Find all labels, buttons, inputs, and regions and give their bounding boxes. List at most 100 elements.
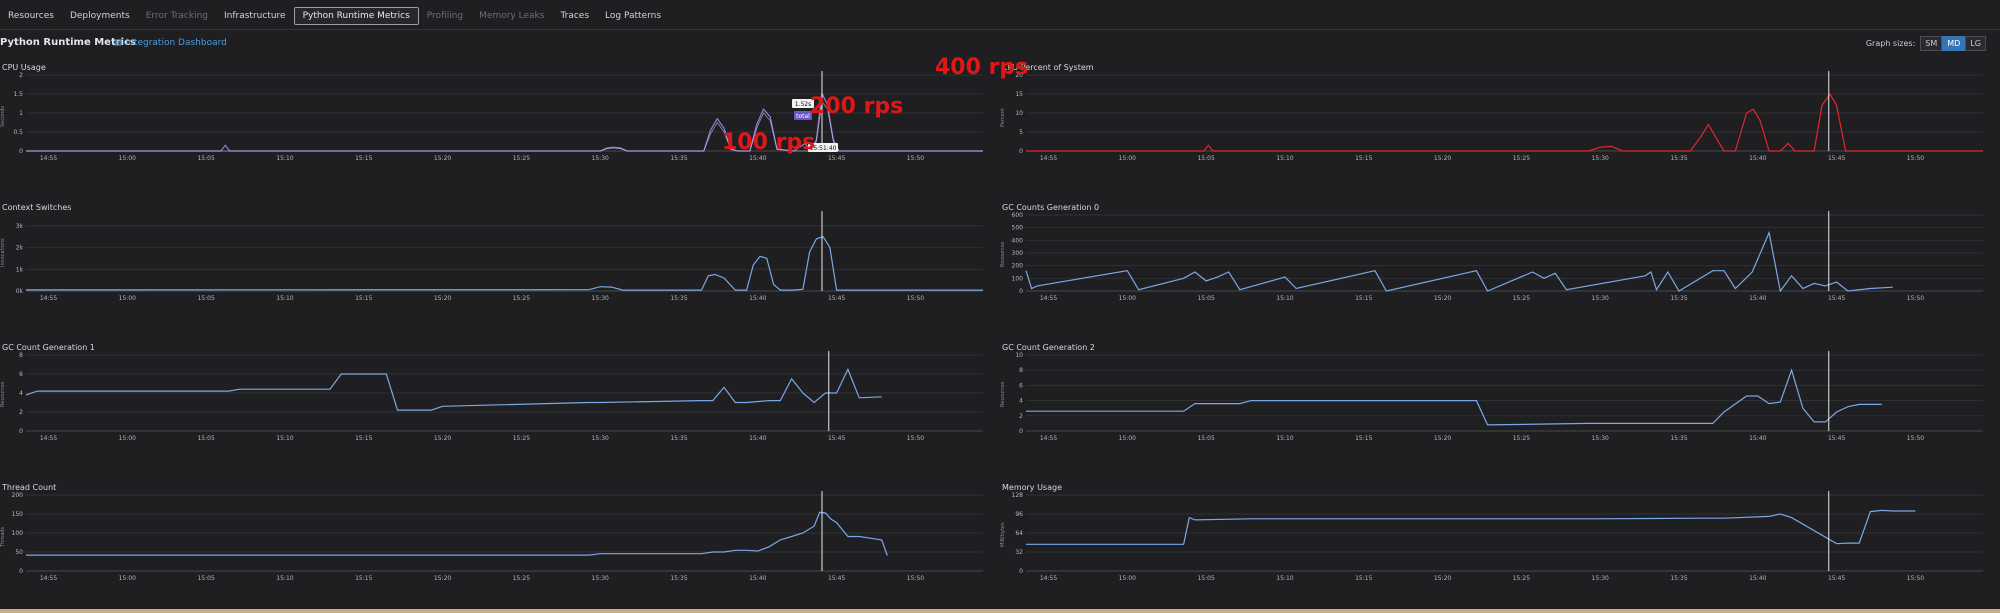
series-line-threads-0	[26, 511, 888, 556]
size-md-button[interactable]: MD	[1942, 36, 1966, 51]
x-tick-label: 15:45	[1828, 575, 1845, 582]
chart-title: GC Counts Generation 0	[1002, 203, 1100, 212]
tab-error-tracking: Error Tracking	[145, 11, 208, 21]
x-tick-label: 15:20	[434, 155, 451, 162]
tab-python-runtime-metrics[interactable]: Python Runtime Metrics	[293, 7, 419, 25]
x-tick-label: 15:50	[1907, 435, 1924, 442]
tab-traces[interactable]: Traces	[560, 11, 590, 21]
chart-panel-cpu: CPU Usage Seconds 0 0.5 1 1.5 2 14:55 15:00 15:05…	[0, 63, 985, 171]
size-lg-button[interactable]: LG	[1965, 36, 1986, 51]
x-tick-label: 15:30	[592, 575, 609, 582]
chart-panel-mem: Memory Usage MiB/bytes 0 32 64 96 128 14:55 15:0…	[1000, 483, 1985, 591]
x-tick-label: 15:50	[907, 575, 924, 582]
x-tick-label: 15:05	[197, 435, 214, 442]
x-tick-label: 15:05	[197, 295, 214, 302]
y-tick-label: 1k	[16, 266, 24, 273]
y-tick-label: 15	[1015, 91, 1023, 98]
y-tick-label: 4	[1019, 398, 1023, 405]
x-tick-label: 15:05	[1197, 295, 1214, 302]
x-tick-label: 14:55	[40, 295, 57, 302]
graph-size-selector: Graph sizes: SM MD LG	[1866, 36, 1986, 51]
x-tick-label: 15:35	[670, 435, 687, 442]
annotation-400rps: 400 rps	[935, 55, 1029, 80]
y-tick-label: 6	[1019, 382, 1023, 389]
x-tick-label: 15:10	[276, 435, 293, 442]
y-tick-label: 1	[19, 110, 23, 117]
chart-svg-mem[interactable]: 0 32 64 96 128 14:55 15:00 15:05 15:10 15:15 15:20…	[1000, 491, 1985, 582]
chart-svg-gc1[interactable]: 0 2 4 6 8 14:55 15:00 15:05 15:10 15:15 15:20 15:25…	[0, 351, 985, 442]
x-tick-label: 15:50	[1907, 575, 1924, 582]
y-tick-label: 8	[1019, 367, 1023, 374]
x-tick-label: 15:35	[1670, 435, 1687, 442]
x-tick-label: 15:30	[592, 155, 609, 162]
y-tick-label: 10	[1015, 352, 1023, 359]
y-tick-label: 0	[1019, 288, 1023, 295]
chart-svg-cpu[interactable]: 0 0.5 1 1.5 2 14:55 15:00 15:05 15:10 15:15 15:20 1…	[0, 71, 985, 162]
x-tick-label: 15:15	[355, 295, 372, 302]
x-tick-label: 15:05	[197, 575, 214, 582]
y-tick-label: 2	[19, 72, 23, 79]
x-tick-label: 15:10	[1276, 575, 1293, 582]
x-tick-label: 15:00	[119, 435, 136, 442]
integration-dashboard-link[interactable]: ▤ Integration Dashboard	[114, 38, 227, 48]
x-tick-label: 15:20	[1434, 295, 1451, 302]
x-tick-label: 15:15	[355, 435, 372, 442]
chart-panel-gc2: GC Count Generation 2 Resources 0 2 4 6 8 10 14:…	[1000, 343, 1985, 451]
x-tick-label: 15:10	[1276, 435, 1293, 442]
x-tick-label: 15:20	[1434, 155, 1451, 162]
x-tick-label: 15:05	[197, 155, 214, 162]
chart-svg-gc0[interactable]: 0 100 200 300 400 500 600 14:55 15:00 15:05 15:10 1…	[1000, 211, 1985, 302]
y-tick-label: 300	[1012, 250, 1024, 257]
size-sm-button[interactable]: SM	[1920, 36, 1943, 51]
x-tick-label: 15:20	[1434, 435, 1451, 442]
graph-sizes-label: Graph sizes:	[1865, 39, 1916, 48]
chart-svg-gc2[interactable]: 0 2 4 6 8 10 14:55 15:00 15:05 15:10 15:15 15:20 15:…	[1000, 351, 1985, 442]
chart-svg-ctx[interactable]: 0k 1k 2k 3k 14:55 15:00 15:05 15:10 15:15 15:20 15…	[0, 211, 985, 302]
page-title: Python Runtime Metrics	[0, 37, 136, 48]
tab-memory-leaks: Memory Leaks	[479, 11, 545, 21]
x-tick-label: 14:55	[1040, 295, 1057, 302]
x-tick-label: 15:00	[1119, 295, 1136, 302]
x-tick-label: 15:15	[1355, 155, 1372, 162]
series-line-gc1-0	[25, 367, 882, 411]
chart-svg-cpupct[interactable]: 0 5 10 15 20 14:55 15:00 15:05 15:10 15:15 15:20 15…	[1000, 71, 1985, 162]
chart-title: GC Count Generation 2	[1002, 343, 1095, 352]
x-tick-label: 15:35	[670, 155, 687, 162]
tab-deployments[interactable]: Deployments	[69, 11, 130, 21]
x-tick-label: 15:00	[1119, 435, 1136, 442]
window-bottom-edge	[0, 609, 2000, 613]
x-tick-label: 15:30	[592, 295, 609, 302]
y-tick-label: 500	[1012, 225, 1024, 232]
x-tick-label: 15:45	[1828, 295, 1845, 302]
x-tick-label: 15:30	[1592, 155, 1609, 162]
y-tick-label: 0k	[16, 288, 24, 295]
y-tick-label: 3k	[16, 223, 24, 230]
chart-panel-threads: Thread Count Threads 0 50 100 150 200 14:55 15:0…	[0, 483, 985, 591]
tab-resources[interactable]: Resources	[8, 11, 54, 21]
x-tick-label: 15:15	[1355, 575, 1372, 582]
x-tick-label: 15:45	[828, 435, 845, 442]
tab-log-patterns[interactable]: Log Patterns	[605, 11, 662, 21]
x-tick-label: 15:05	[1197, 435, 1214, 442]
x-tick-label: 15:40	[749, 575, 766, 582]
tooltip-series-box	[793, 111, 812, 120]
annotation-100rps: 100 rps	[722, 130, 816, 155]
chart-panel-cpupct: CPU Percent of System Percent 0 5 10 15 20 14:5…	[1000, 63, 1985, 171]
x-tick-label: 14:55	[1040, 155, 1057, 162]
y-tick-label: 0	[1019, 428, 1023, 435]
y-tick-label: 1.5	[13, 91, 23, 98]
x-tick-label: 15:50	[1907, 295, 1924, 302]
x-tick-label: 15:25	[513, 295, 530, 302]
tab-infrastructure[interactable]: Infrastructure	[224, 11, 286, 21]
y-tick-label: 20	[1015, 72, 1023, 79]
x-tick-label: 15:35	[670, 295, 687, 302]
chart-title: Memory Usage	[1002, 483, 1063, 492]
x-tick-label: 15:25	[1513, 575, 1530, 582]
x-tick-label: 15:30	[1592, 575, 1609, 582]
x-tick-label: 14:55	[40, 155, 57, 162]
y-tick-label: 100	[1012, 275, 1024, 282]
x-tick-label: 15:20	[434, 295, 451, 302]
y-tick-label: 0	[19, 148, 23, 155]
x-tick-label: 15:00	[1119, 155, 1136, 162]
chart-svg-threads[interactable]: 0 50 100 150 200 14:55 15:00 15:05 15:10 15:15 15:…	[0, 491, 985, 582]
